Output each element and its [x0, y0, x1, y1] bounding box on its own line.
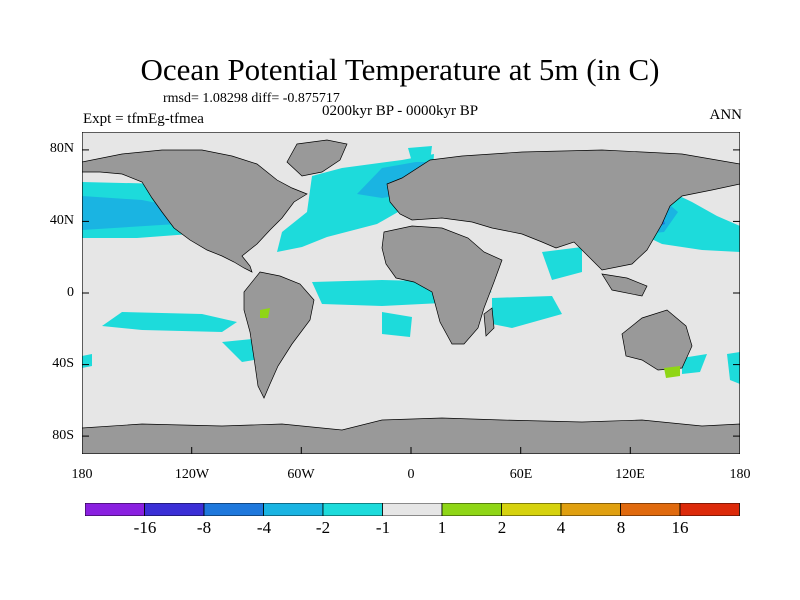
colorbar-swatch-6	[441, 503, 502, 516]
maritime-continent	[601, 273, 648, 297]
lon-ticks	[191, 447, 631, 454]
colorbar-swatch-7	[501, 503, 562, 516]
south-america	[243, 271, 315, 399]
lat-label-0: 0	[67, 285, 74, 300]
colorbar-swatch-8	[560, 503, 621, 516]
colorbar	[85, 503, 740, 516]
lat-label-80s: 80S	[52, 428, 74, 443]
colorbar-label: 8	[616, 518, 626, 537]
colorbar-label: 2	[497, 518, 507, 537]
madagascar	[483, 307, 495, 337]
colorbar-label: -16	[133, 518, 157, 537]
colorbar-swatch-1	[144, 503, 205, 516]
colorbar-label: -2	[315, 518, 331, 537]
lat-ticks	[82, 149, 740, 437]
australia	[621, 309, 693, 371]
lat-label-40n: 40N	[49, 213, 74, 228]
map-panel	[82, 132, 740, 454]
africa	[381, 225, 503, 345]
colorbar-swatch-2	[203, 503, 264, 516]
season-label: ANN	[709, 107, 743, 123]
antarctica	[82, 417, 740, 454]
colorbar-label: 16	[671, 518, 689, 537]
lat-label-80n: 80N	[49, 141, 74, 156]
lon-label-120w: 120W	[174, 467, 210, 482]
colorbar-label: -4	[256, 518, 272, 537]
warming-anomalies	[260, 308, 680, 378]
stats-line: rmsd= 1.08298 diff= -0.875717	[163, 91, 340, 106]
colorbar-label: 4	[556, 518, 566, 537]
experiment-label: Expt = tfmEg-tfmea	[83, 111, 204, 127]
eurasia	[386, 149, 740, 271]
lon-label-60w: 60W	[287, 467, 315, 482]
colorbar-swatch-3	[263, 503, 324, 516]
continents	[82, 139, 740, 454]
period-label: 0200kyr BP - 0000kyr BP	[322, 103, 479, 119]
lon-label-180e: 180	[729, 467, 751, 482]
greenland	[286, 139, 348, 177]
lon-label-180w: 180	[71, 467, 93, 482]
colorbar-label: 1	[437, 518, 447, 537]
lon-label-120e: 120E	[615, 467, 645, 482]
colorbar-label: -1	[375, 518, 391, 537]
lat-label-40s: 40S	[52, 356, 74, 371]
colorbar-swatch-5	[382, 503, 443, 516]
colorbar-label: -8	[196, 518, 212, 537]
colorbar-swatch-0	[85, 503, 145, 516]
colorbar-swatch-10	[679, 503, 740, 516]
lon-label-0: 0	[407, 467, 415, 482]
plot-title: Ocean Potential Temperature at 5m (in C)	[140, 52, 660, 87]
north-america	[82, 149, 308, 273]
colorbar-swatch-4	[322, 503, 383, 516]
colorbar-swatch-9	[620, 503, 681, 516]
lon-label-60e: 60E	[509, 467, 533, 482]
